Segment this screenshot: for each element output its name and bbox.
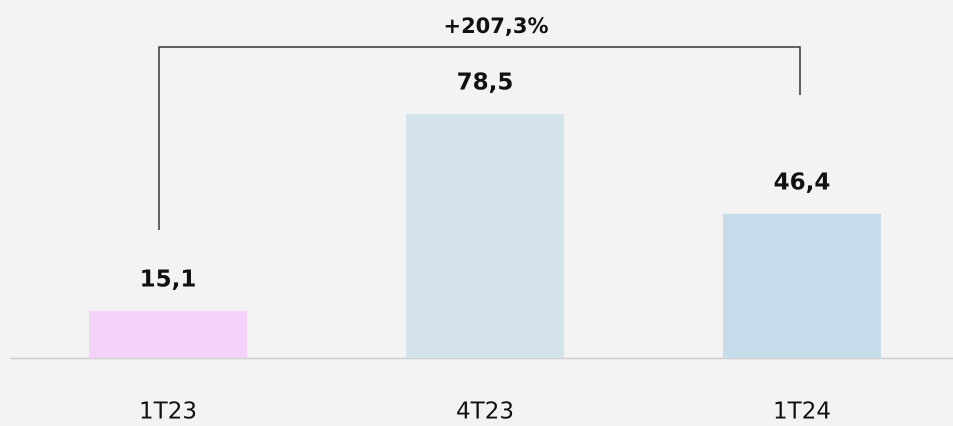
x-tick-label: 1T24 <box>773 399 831 425</box>
bar <box>406 114 564 358</box>
x-tick-label: 1T23 <box>139 399 197 425</box>
value-label: 46,4 <box>774 169 831 195</box>
value-label: 15,1 <box>140 267 197 293</box>
bar <box>723 213 881 358</box>
value-label: 78,5 <box>457 70 514 96</box>
comparison-bracket <box>158 46 801 230</box>
x-tick-label: 4T23 <box>456 399 514 425</box>
bar <box>89 311 247 358</box>
annotation: +207,3% <box>443 14 548 38</box>
